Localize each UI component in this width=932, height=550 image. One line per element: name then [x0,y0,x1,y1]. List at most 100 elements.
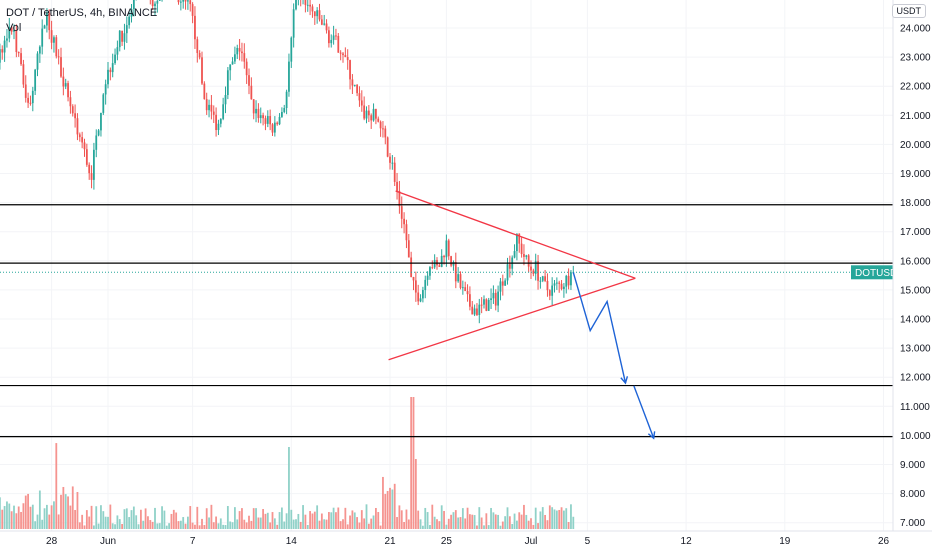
volume-bar [149,520,152,529]
volume-bar [50,505,53,529]
candle-body [424,279,427,291]
volume-bar [563,510,565,529]
candle-body [349,60,351,80]
candle-body [255,108,257,114]
date-axis-background[interactable] [0,531,932,550]
volume-bar [367,523,370,529]
candle-body [346,57,349,61]
volume-bar [530,518,532,529]
volume-bar [241,508,243,529]
volume-bar [370,518,373,529]
volume-bar [551,507,554,529]
volume-bar [419,519,422,529]
volume-bar [243,519,246,529]
volume-bar [15,513,18,529]
candle-body [53,37,55,43]
arrow-head-icon [647,431,656,440]
volume-bar [76,492,79,529]
candle-body [71,106,74,114]
price-tick-label: 20.000 [900,140,931,151]
volume-label[interactable]: Vol [6,22,22,34]
volume-bar [537,523,539,529]
volume-bar [177,521,180,529]
volume-bar [81,514,84,529]
projection-arrow-2[interactable] [633,385,655,439]
volume-bar [69,505,72,529]
candle-body [494,292,497,306]
currency-label[interactable]: USDT [891,4,926,18]
candle-body [243,53,246,62]
volume-bar [36,514,39,529]
volume-bar [276,524,279,529]
candle-body [471,306,474,315]
volume-bar [278,512,281,529]
candle-body [513,251,516,258]
candle-body [497,291,499,306]
volume-bar [135,515,138,529]
candle-body [281,111,283,117]
volume-bar [565,508,568,529]
projection-arrow-1[interactable] [572,272,627,384]
volume-bar [452,512,455,529]
candle-body [158,0,161,1]
candle-body [412,277,415,281]
volume-bar [407,519,410,529]
volume-bar [570,504,572,529]
volume-bar [501,521,504,529]
volume-bar [0,497,1,529]
candle-body [532,270,535,274]
volume-bar [8,503,11,529]
candle-body [565,275,568,287]
candle-body [78,134,81,138]
triangle-lower-line[interactable] [388,277,636,361]
volume-bar [480,517,483,529]
candle-body [485,299,488,311]
volume-bar [553,509,556,529]
candle-body [31,90,34,104]
candle-body [516,233,518,252]
candle-body [353,84,356,86]
candle-body [429,267,431,276]
volume-bar [306,524,309,529]
candle-body [410,257,413,278]
candle-body [217,123,220,131]
candle-body [3,40,6,53]
volume-bar [41,519,44,529]
volume-bar [189,506,192,529]
candle-body [156,0,159,4]
volume-bar [288,447,290,529]
candle-body [182,0,185,2]
volume-bar [226,506,229,529]
candle-body [38,46,41,54]
volume-bar [222,524,225,529]
volume-bar [483,525,485,529]
volume-bar [539,511,542,529]
volume-bar [527,520,530,529]
triangle-upper-line[interactable] [395,190,636,279]
volume-bar [128,517,131,529]
volume-bar [325,519,328,529]
volume-bar [454,510,457,529]
volume-bar [170,513,173,529]
candle-body [264,118,267,124]
volume-bar [560,507,563,529]
candle-body [422,290,424,299]
volume-bar [429,525,431,529]
candle-body [452,261,455,266]
candle-body [13,30,15,32]
candle-body [102,94,105,113]
candle-body [27,97,29,103]
volume-bar [55,443,58,529]
candle-body [116,47,119,55]
volume-bar [499,525,502,529]
volume-bar [57,514,60,529]
price-axis-background[interactable] [893,0,932,531]
symbol-title[interactable]: DOT / TetherUS, 4h, BINANCE [6,7,158,19]
candle-body [191,4,194,16]
candle-body [118,30,121,48]
volume-bar [273,518,276,529]
candle-body [90,173,93,180]
volume-bar [464,518,467,529]
candle-body [328,30,330,44]
